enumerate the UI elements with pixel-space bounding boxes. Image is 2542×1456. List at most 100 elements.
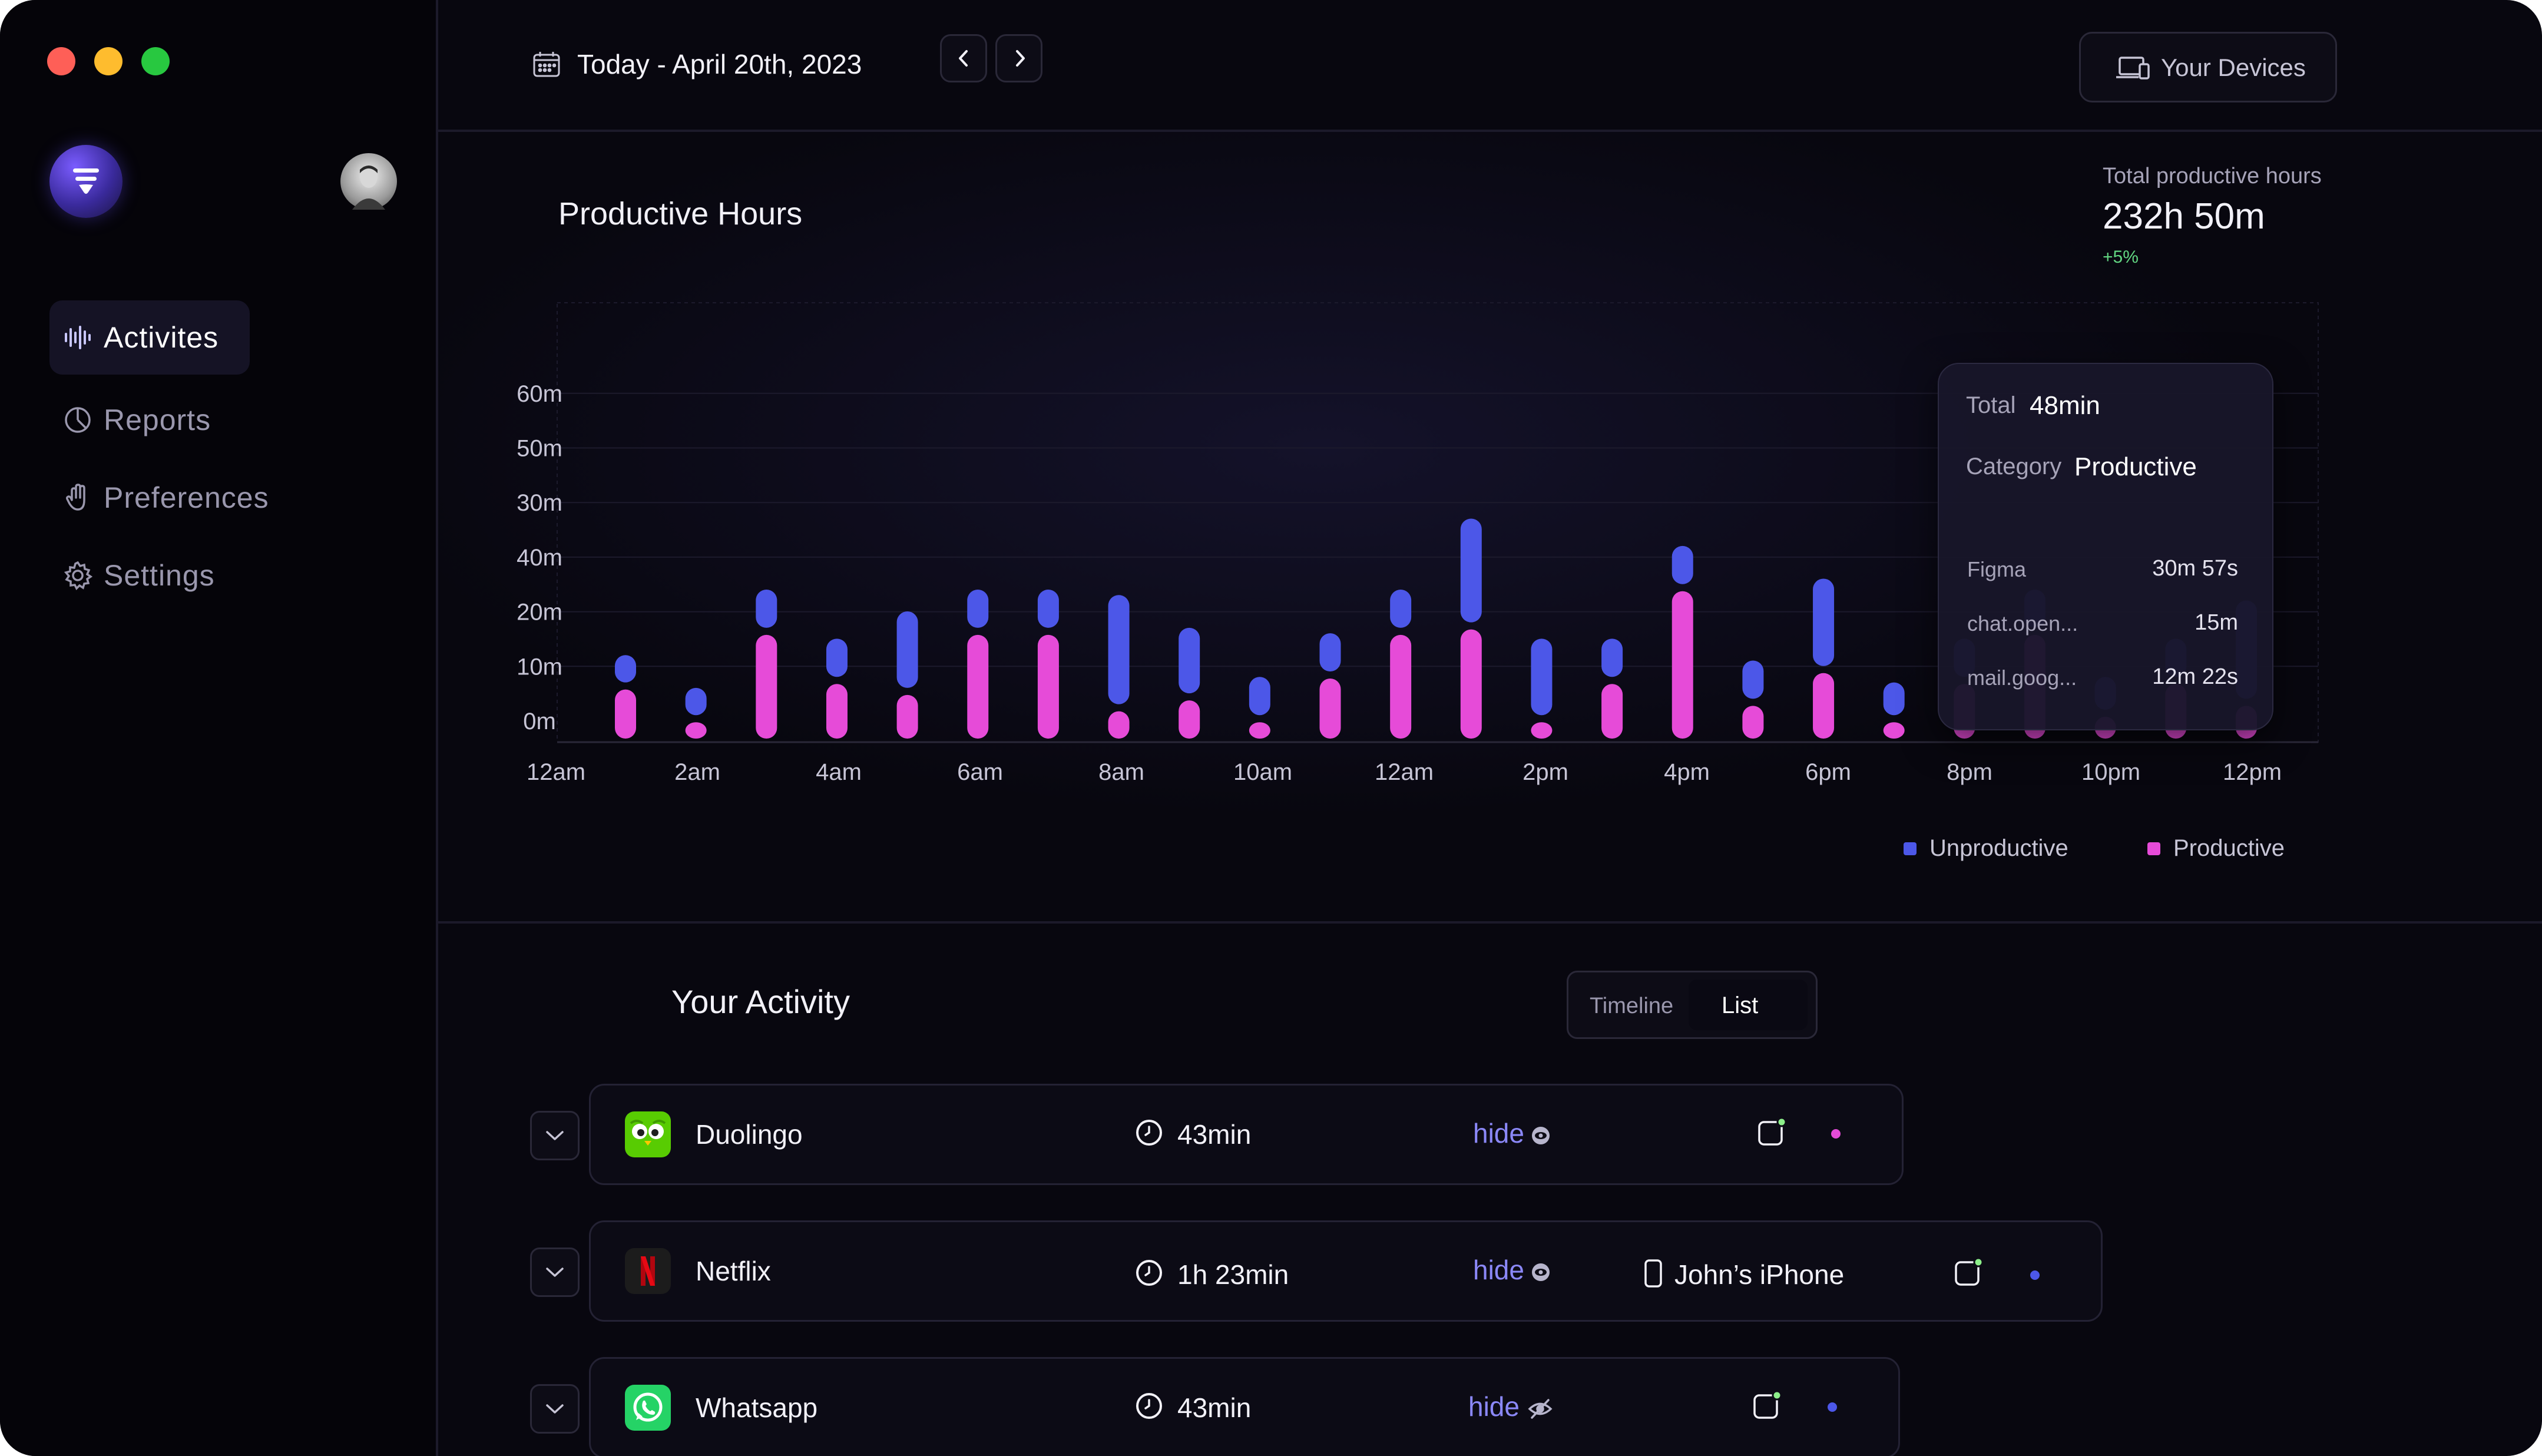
pie-chart-icon: [60, 402, 95, 438]
expand-row-button[interactable]: [530, 1384, 580, 1434]
view-toggle: Timeline List: [1567, 971, 1818, 1039]
x-tick-label: 6am: [957, 759, 1003, 785]
activity-row[interactable]: Duolingo 43min hide: [589, 1084, 1904, 1185]
sidebar-item-label: Settings: [104, 559, 215, 592]
sidebar-item-activities[interactable]: Activites: [49, 300, 250, 375]
bar-unproductive: [1601, 638, 1623, 677]
hide-link[interactable]: hide: [1473, 1118, 1524, 1149]
chevron-left-icon: [956, 49, 971, 71]
bar-unproductive: [615, 655, 636, 683]
app-name: Whatsapp: [696, 1392, 818, 1423]
productive-hours-panel: Productive Hours Total productive hours …: [438, 132, 2542, 924]
x-tick-label: 6pm: [1805, 759, 1851, 785]
y-tick-label: 10m: [517, 654, 562, 680]
bar-unproductive: [1249, 677, 1270, 716]
status-dot: [2030, 1270, 2040, 1280]
legend-swatch-unproductive: [1904, 842, 1917, 855]
y-tick-label: 20m: [517, 600, 562, 626]
bar-productive: [756, 634, 777, 739]
status-dot: [1831, 1129, 1841, 1139]
previous-day-button[interactable]: [940, 34, 987, 82]
chart-title: Productive Hours: [558, 196, 803, 231]
open-app-icon[interactable]: [1757, 1116, 1789, 1151]
sidebar: Activites Reports Preferences: [0, 0, 438, 1456]
legend-swatch-productive: [2147, 842, 2160, 855]
duration-text: 43min: [1177, 1119, 1252, 1150]
chevron-down-icon: [545, 1266, 565, 1282]
tooltip-app-duration: 30m 57s: [2152, 556, 2238, 581]
bar-productive: [1108, 711, 1130, 739]
legend-label-productive: Productive: [2173, 835, 2285, 861]
bar-productive: [967, 634, 989, 739]
y-tick-label: 60m: [517, 381, 562, 407]
bar-productive: [1531, 722, 1553, 739]
sidebar-item-settings[interactable]: Settings: [49, 538, 250, 613]
sidebar-item-label: Activites: [104, 321, 219, 354]
hide-link[interactable]: hide: [1468, 1391, 1520, 1422]
your-devices-label: Your Devices: [2161, 54, 2306, 81]
whatsapp-icon: [625, 1385, 671, 1431]
eye-icon[interactable]: [1531, 1262, 1551, 1285]
y-tick-label: 50m: [517, 436, 562, 462]
eye-icon[interactable]: [1531, 1126, 1551, 1149]
minimize-window-button[interactable]: [94, 47, 123, 75]
date-label: Today - April 20th, 2023: [577, 49, 862, 80]
bar-productive: [1037, 634, 1059, 739]
zoom-window-button[interactable]: [141, 47, 170, 75]
duolingo-icon: [625, 1111, 671, 1157]
bar-productive: [1742, 706, 1764, 739]
tooltip-total-value: 48min: [2030, 391, 2100, 420]
next-day-button[interactable]: [995, 34, 1042, 82]
x-tick-label: 12am: [1375, 759, 1434, 785]
x-tick-label: 2pm: [1522, 759, 1568, 785]
tooltip-category-value: Productive: [2074, 452, 2197, 481]
bar-productive: [615, 689, 636, 739]
y-tick-label: 0m: [523, 709, 556, 734]
tab-list[interactable]: List: [1689, 980, 1808, 1030]
plot-frame: [557, 302, 2319, 743]
x-tick-label: 10am: [1233, 759, 1292, 785]
activity-title: Your Activity: [671, 983, 850, 1020]
tab-list-label: List: [1722, 992, 1759, 1018]
open-app-icon[interactable]: [1954, 1256, 1985, 1291]
duration-text: 43min: [1177, 1392, 1252, 1423]
bar-unproductive: [896, 611, 918, 688]
bar-unproductive: [1813, 578, 1835, 666]
your-devices-button[interactable]: Your Devices: [2079, 32, 2337, 102]
waveform-icon: [60, 320, 95, 355]
phone-icon: [1644, 1259, 1663, 1291]
chart-tooltip: Total 48min Category Productive Figma 30…: [1938, 363, 2273, 730]
chevron-down-icon: [545, 1402, 565, 1418]
devices-icon: [2115, 56, 2150, 84]
expand-row-button[interactable]: [530, 1111, 580, 1160]
tooltip-app-name: Figma: [1967, 557, 2027, 581]
x-tick-label: 2am: [674, 759, 720, 785]
bar-productive: [1179, 700, 1200, 739]
x-tick-label: 8am: [1098, 759, 1144, 785]
bar-unproductive: [1672, 545, 1693, 584]
sidebar-item-preferences[interactable]: Preferences: [49, 461, 269, 535]
total-hours-label: Total productive hours: [2103, 164, 2322, 188]
eye-slash-icon[interactable]: [1527, 1398, 1553, 1423]
avatar[interactable]: [340, 153, 397, 210]
activity-row[interactable]: Netflix 1h 23min hide John’s iPhone: [589, 1220, 2103, 1322]
total-hours-value: 232h 50m: [2103, 196, 2265, 237]
sidebar-item-label: Preferences: [104, 481, 269, 514]
bar-productive: [1249, 722, 1270, 739]
open-app-icon[interactable]: [1752, 1389, 1784, 1424]
tab-timeline[interactable]: Timeline: [1590, 994, 1674, 1018]
expand-row-button[interactable]: [530, 1247, 580, 1297]
app-logo: [49, 145, 123, 218]
clock-icon: [1136, 1120, 1162, 1146]
tooltip-app-name: mail.goog...: [1967, 666, 2077, 690]
x-tick-label: 12am: [527, 759, 585, 785]
productive-hours-chart: 0m 10m 20m 40m 30m 50m 60m 12am 2am 4am 6am 8am 10a…: [517, 302, 2319, 861]
close-window-button[interactable]: [47, 47, 75, 75]
bar-productive: [1883, 722, 1905, 739]
hide-link[interactable]: hide: [1473, 1255, 1524, 1285]
activity-row[interactable]: Whatsapp 43min hide: [589, 1357, 1900, 1456]
sidebar-item-reports[interactable]: Reports: [49, 383, 250, 457]
sidebar-item-label: Reports: [104, 403, 211, 436]
tooltip-app-name: chat.open...: [1967, 611, 2078, 636]
x-tick-label: 4pm: [1664, 759, 1710, 785]
